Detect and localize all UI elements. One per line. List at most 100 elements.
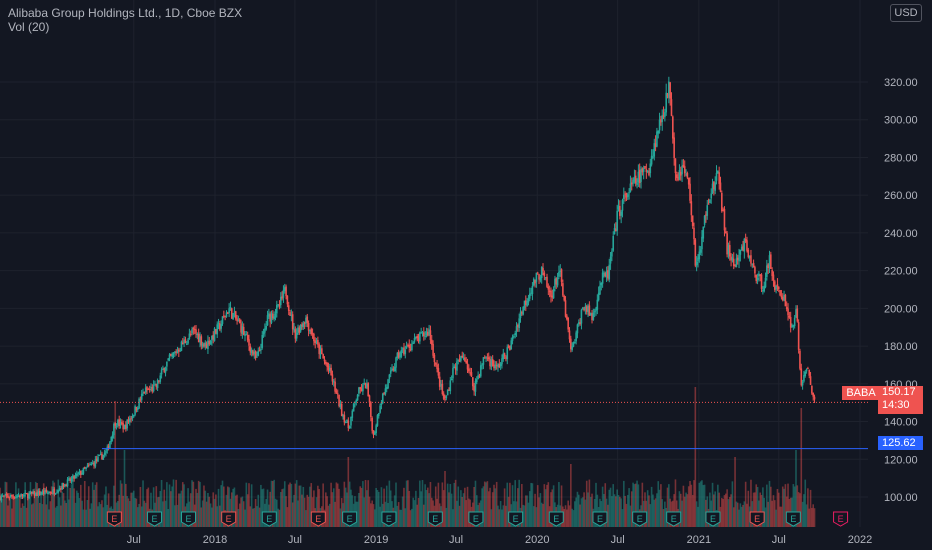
candle-body xyxy=(184,339,187,344)
earnings-marker-shape xyxy=(785,511,801,527)
volume-bar xyxy=(377,491,380,527)
volume-bar xyxy=(199,481,201,527)
earnings-marker[interactable]: E xyxy=(381,511,397,527)
candle-body xyxy=(385,387,388,390)
currency-button[interactable]: USD xyxy=(890,4,922,22)
earnings-marker[interactable]: E xyxy=(548,511,564,527)
candle-body xyxy=(103,452,106,455)
volume-bar xyxy=(624,495,626,527)
candle-body xyxy=(428,329,430,335)
volume-bar xyxy=(619,496,621,527)
volume-bar xyxy=(689,480,691,527)
price-tick-label: 240.00 xyxy=(884,228,918,240)
price-tick-label: 300.00 xyxy=(884,115,918,127)
earnings-marker[interactable]: E xyxy=(427,511,443,527)
candle-body xyxy=(48,491,50,493)
volume-bar xyxy=(339,508,342,527)
earnings-marker[interactable]: E xyxy=(592,511,608,527)
candle-body xyxy=(775,285,777,290)
candle-body xyxy=(608,264,611,280)
volume-bar xyxy=(668,484,670,527)
earnings-marker[interactable]: E xyxy=(785,511,801,527)
volume-bar xyxy=(775,509,777,527)
candle-body xyxy=(783,295,785,301)
candle-body xyxy=(143,391,146,394)
volume-bar xyxy=(33,488,36,527)
candle-body xyxy=(681,165,683,175)
earnings-marker[interactable]: E xyxy=(221,511,237,527)
earnings-marker[interactable]: E xyxy=(632,511,648,527)
volume-bar xyxy=(363,497,366,527)
volume-bar xyxy=(756,486,759,527)
candle-body xyxy=(286,295,289,305)
volume-bar xyxy=(171,486,173,527)
candle-body xyxy=(412,342,415,344)
candle-body xyxy=(138,398,140,409)
volume-bar xyxy=(633,484,636,527)
candle-body xyxy=(191,329,193,334)
volume-bar xyxy=(12,494,15,527)
earnings-marker[interactable]: E xyxy=(106,511,122,527)
candle-body xyxy=(593,311,596,313)
volume-bar xyxy=(518,479,520,527)
candle-body xyxy=(205,343,208,349)
candle-body xyxy=(276,305,278,314)
volume-bar xyxy=(388,480,391,527)
candle-body xyxy=(82,467,85,474)
earnings-marker[interactable]: E xyxy=(705,511,721,527)
earnings-marker[interactable]: E xyxy=(342,511,358,527)
earnings-marker[interactable]: E xyxy=(310,511,326,527)
candle-body xyxy=(125,424,127,430)
earnings-marker[interactable]: E xyxy=(181,511,197,527)
earnings-marker[interactable]: E xyxy=(749,511,765,527)
candle-body xyxy=(404,349,407,355)
candle-body xyxy=(752,263,755,268)
symbol-title[interactable]: Alibaba Group Holdings Ltd., 1D, Cboe BZ… xyxy=(8,6,243,20)
volume-bar xyxy=(585,480,588,527)
time-axis[interactable]: Jul 2018 Jul 2019 Jul 2020 Jul 2021 Jul 2022 xyxy=(127,534,873,546)
candle-body xyxy=(616,210,618,231)
candle-body xyxy=(702,226,705,239)
earnings-marker[interactable]: E xyxy=(666,511,682,527)
candle-body xyxy=(40,493,42,495)
candle-body xyxy=(332,381,335,383)
last-price-tag: 150.17 14:30 xyxy=(878,386,923,414)
candle-body xyxy=(656,131,658,147)
volume-bar xyxy=(634,483,637,527)
volume-bar xyxy=(441,482,444,527)
candle-body xyxy=(466,363,469,370)
volume-bar xyxy=(13,497,16,527)
volume-bar xyxy=(220,485,222,527)
volume-bar xyxy=(498,509,501,527)
candle-body xyxy=(399,355,401,358)
earnings-marker[interactable]: E xyxy=(261,511,277,527)
price-axis[interactable]: 100.00120.00140.00160.00180.00200.00220.… xyxy=(884,77,918,504)
volume-bar xyxy=(532,506,535,527)
earnings-marker[interactable]: E xyxy=(508,511,524,527)
volume-bar xyxy=(404,508,407,527)
candle-body xyxy=(526,300,528,307)
candle-body xyxy=(809,376,812,385)
volume-bar xyxy=(466,486,469,527)
volume-bar xyxy=(281,489,283,527)
earnings-marker[interactable]: E xyxy=(147,511,163,527)
earnings-marker[interactable]: E xyxy=(468,511,484,527)
candle-body xyxy=(754,267,756,274)
candle-body xyxy=(788,315,791,318)
candle-body xyxy=(437,368,440,376)
volume-bar xyxy=(258,507,261,527)
volume-bar xyxy=(719,506,722,527)
candle-body xyxy=(481,364,483,366)
candle-body xyxy=(411,343,413,351)
candle-body xyxy=(615,229,617,232)
candle-body xyxy=(440,384,442,386)
volume-bar xyxy=(694,387,697,527)
volume-bar xyxy=(334,501,336,527)
volume-bar xyxy=(550,492,552,527)
price-tick-label: 220.00 xyxy=(884,266,918,278)
earnings-marker[interactable]: E xyxy=(833,511,849,527)
candle-body xyxy=(592,312,595,320)
candle-body xyxy=(668,81,670,98)
volume-indicator-label[interactable]: Vol (20) xyxy=(8,20,50,34)
